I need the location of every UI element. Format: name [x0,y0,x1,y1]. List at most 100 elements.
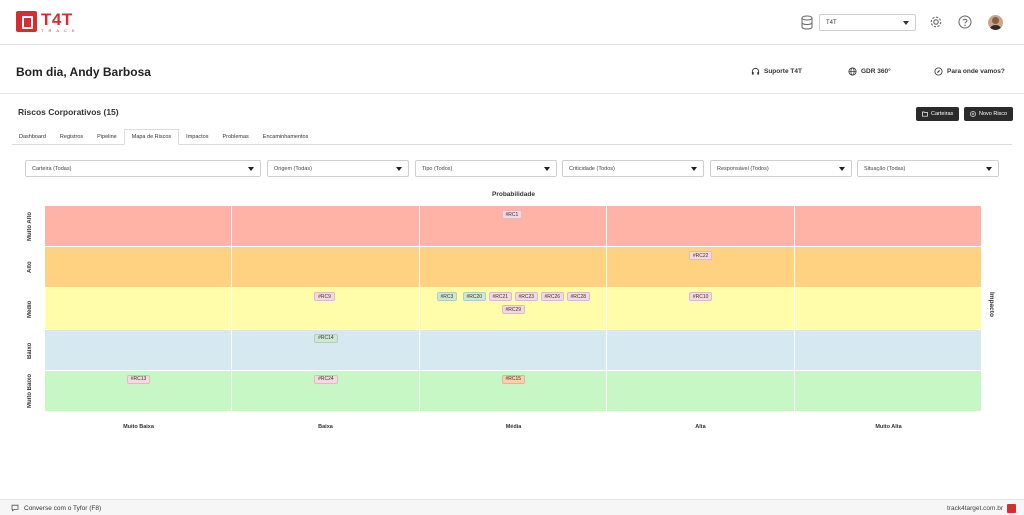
chevron-down-icon [248,166,254,171]
site-link[interactable]: track4target.com.br [947,504,1016,513]
risk-chip[interactable]: #RC28 [566,292,591,302]
probability-axis-title: Probabilidade [492,191,535,198]
help-icon[interactable] [958,15,972,29]
new-risk-button-label: Novo Risco [979,111,1008,117]
chevron-down-icon [903,20,909,25]
matrix-cell [45,206,233,248]
chevron-down-icon [544,166,550,171]
tab-registros[interactable]: Registros [59,134,84,140]
support-link-label: Suporte T4T [764,68,802,75]
probability-label-media: Média [505,424,522,430]
matrix-row [45,206,982,248]
matrix-cell [607,206,795,248]
risk-chip[interactable]: #RC21 [488,292,513,302]
new-risk-button[interactable]: Novo Risco [964,107,1014,121]
greeting-bar: Bom dia, Andy Barbosa Suporte T4T GDR 36… [0,46,1024,94]
tabs-divider [12,144,1012,145]
risk-chip[interactable]: #RC9 [314,292,335,302]
risk-chip[interactable]: #RC3 [436,292,458,302]
portfolios-button-label: Carteiras [931,111,954,117]
probability-label-muito-alta: Muito Alta [875,424,902,430]
criticality-filter-value: Criticidade (Todos) [569,165,615,172]
logo-mark-icon [1007,504,1016,513]
risk-chip[interactable]: #RC26 [540,292,565,302]
database-icon [801,15,813,30]
risk-matrix: #RC1 #RC22 #RC9 #RC3 #RC20 #RC21 #RC23 #RC26 #RC… [45,206,982,412]
risk-chip[interactable]: #RC14 [314,333,338,343]
matrix-cell [232,206,420,248]
folder-icon [922,111,928,117]
matrix-cell [607,370,795,412]
portfolio-filter-value: Carteira (Todas) [32,165,72,172]
matrix-row [45,247,982,289]
plus-circle-icon [970,111,976,117]
gdr-link-label: GDR 360° [861,68,891,75]
probability-label-alta: Alta [695,424,706,430]
status-filter-value: Situação (Todas) [864,165,906,172]
impact-label-medio: Médio [27,300,33,318]
where-link[interactable]: Para onde vamos? [934,67,1005,76]
tab-problemas[interactable]: Problemas [222,134,249,140]
tab-dashboard[interactable]: Dashboard [19,134,46,140]
tenant-select-value: T4T [826,19,837,26]
t4t-logo[interactable]: T4T TRACK [16,11,80,33]
tab-impactos[interactable]: Impactos [186,134,209,140]
impact-axis-title: Impacto [988,292,995,317]
impact-label-baixo: Baixo [27,342,33,359]
tyfor-chat-link[interactable]: Converse com o Tyfor (F8) [11,504,101,512]
avatar[interactable] [988,15,1003,30]
chat-icon [11,504,19,512]
chevron-down-icon [839,166,845,171]
logo-wordmark: T4T TRACK [41,11,80,33]
impact-label-muito-alto: Muito Alto [27,211,33,242]
tab-encaminhamentos[interactable]: Encaminhamentos [262,134,309,140]
tab-pipeline[interactable]: Pipeline [97,134,117,140]
risk-chip[interactable]: #RC1 [501,210,523,219]
tab-bar: Dashboard Registros Pipeline Mapa de Ris… [12,129,315,145]
tab-mapa-de-riscos[interactable]: Mapa de Riscos [123,129,180,145]
matrix-cell [794,329,982,371]
compass-icon [934,67,943,76]
origin-filter[interactable]: Origem (Todas) [267,160,409,177]
logo-mark-icon [16,11,37,32]
type-filter[interactable]: Tipo (Todos) [415,160,557,177]
impact-label-alto: Alto [27,261,33,274]
risk-chip[interactable]: #RC10 [688,292,713,302]
risk-chip[interactable]: #RC22 [688,251,713,261]
matrix-row [45,329,982,371]
gear-icon[interactable] [929,15,943,29]
headset-icon [751,67,760,75]
chevron-down-icon [396,166,402,171]
owner-filter-value: Responsável (Todos) [717,165,769,172]
tenant-select[interactable]: T4T [819,14,916,31]
matrix-cell [419,329,608,371]
chevron-down-icon [691,166,697,171]
risk-chip[interactable]: #RC23 [514,292,539,302]
footer: Converse com o Tyfor (F8) track4target.c… [0,499,1024,515]
risk-chip[interactable]: #RC15 [501,374,526,384]
where-link-label: Para onde vamos? [947,68,1005,75]
owner-filter[interactable]: Responsável (Todos) [710,160,852,177]
matrix-cell [232,247,420,289]
matrix-cell [45,247,233,289]
status-filter[interactable]: Situação (Todas) [857,160,999,177]
risk-chip[interactable]: #RC20 [462,292,487,302]
risk-chip[interactable]: #RC24 [314,374,338,384]
risk-chip[interactable]: #RC13 [126,374,151,384]
matrix-cell [794,370,982,412]
matrix-cell [794,288,982,330]
gdr-link[interactable]: GDR 360° [848,67,891,76]
matrix-cell [419,247,608,289]
risk-chip[interactable]: #RC29 [501,305,526,315]
portfolios-button[interactable]: Carteiras [916,107,960,121]
chevron-down-icon [986,166,992,171]
support-link[interactable]: Suporte T4T [751,67,802,76]
matrix-row [45,370,982,412]
top-bar: T4T TRACK T4T [0,0,1024,45]
portfolio-filter[interactable]: Carteira (Todas) [25,160,261,177]
site-link-label: track4target.com.br [947,505,1003,512]
criticality-filter[interactable]: Criticidade (Todos) [562,160,704,177]
logo-tagline: TRACK [41,28,80,33]
matrix-cell [45,288,233,330]
impact-label-muito-baixo: Muito Baixo [27,374,33,409]
